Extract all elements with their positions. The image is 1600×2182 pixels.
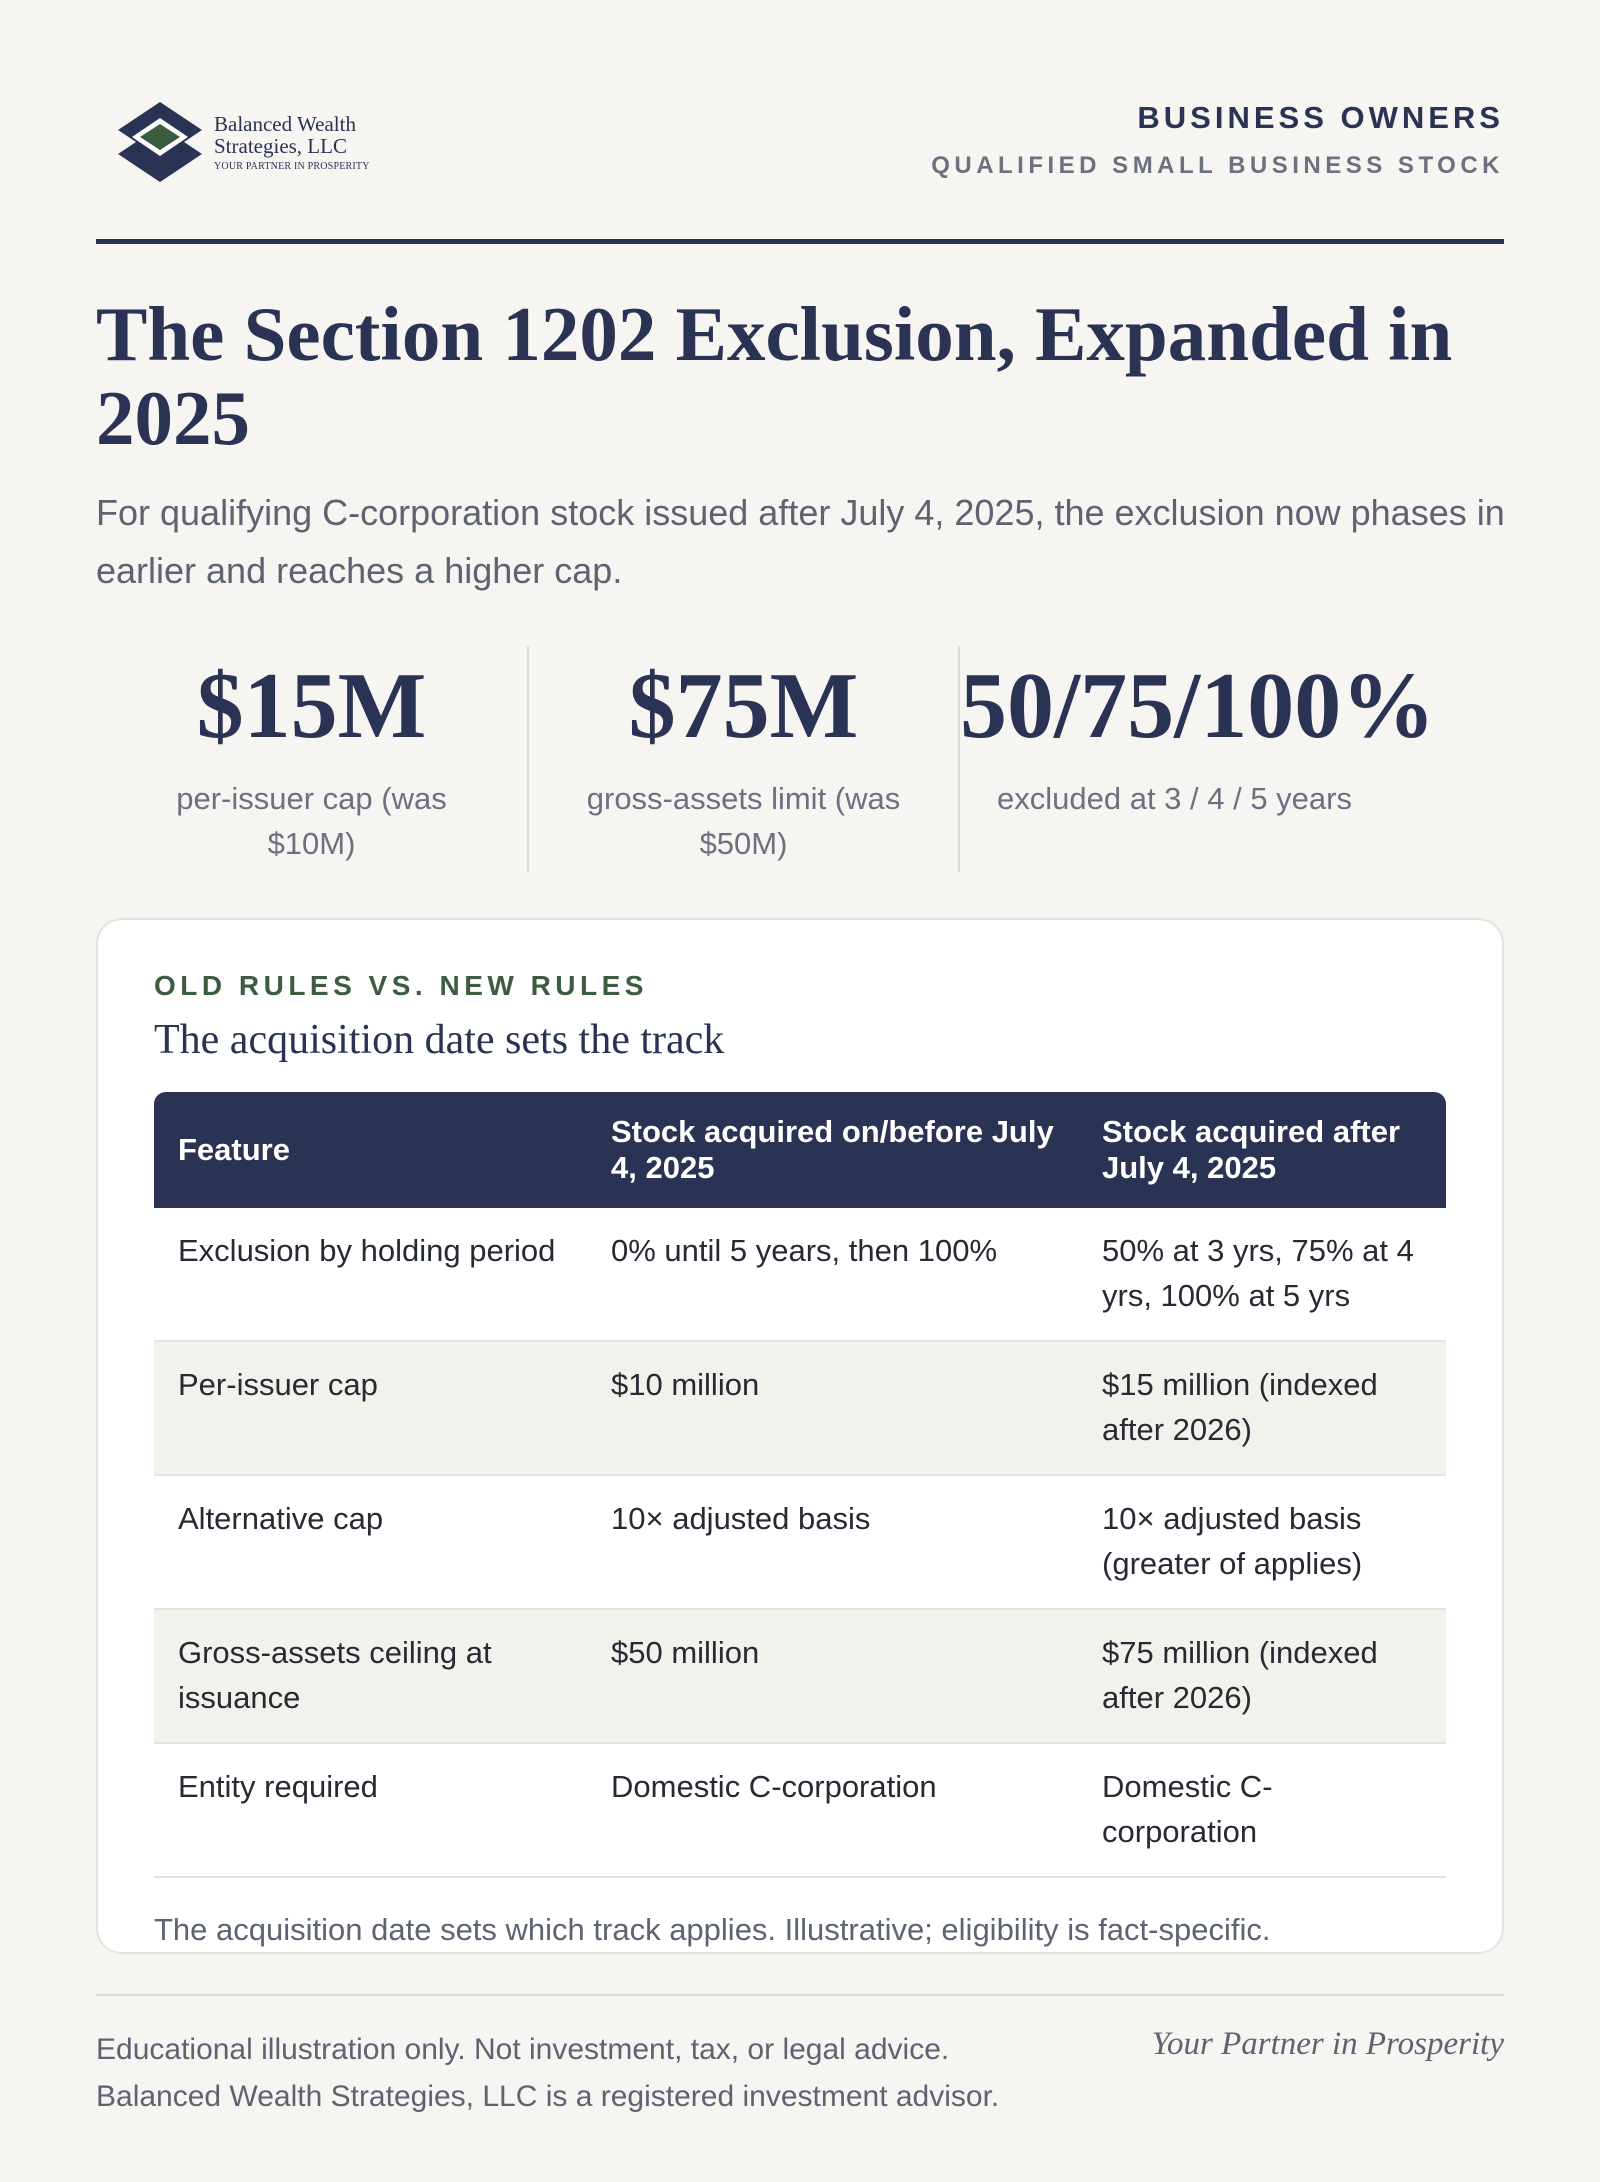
header-labels: BUSINESS OWNERS QUALIFIED SMALL BUSINESS…	[931, 100, 1504, 180]
stat-gross-assets-limit: $75M gross-assets limit (was $50M)	[527, 646, 958, 872]
table-cell: 0% until 5 years, then 100%	[587, 1208, 1078, 1342]
table-cell: 10× adjusted basis	[587, 1475, 1078, 1610]
stat-value: 50/75/100%	[960, 654, 1436, 758]
disclaimer-line2: Balanced Wealth Strategies, LLC is a reg…	[96, 2080, 1000, 2113]
stat-value: $15M	[196, 654, 427, 758]
table-row: Alternative cap 10× adjusted basis 10× a…	[154, 1475, 1446, 1610]
comparison-table: Feature Stock acquired on/before July 4,…	[154, 1092, 1446, 1878]
table-cell: $50 million	[587, 1609, 1078, 1744]
card-title: The acquisition date sets the track	[154, 1017, 725, 1063]
comparison-card: OLD RULES VS. NEW RULES The acquisition …	[96, 918, 1504, 1954]
logo-name-line1: Balanced Wealth	[214, 111, 356, 136]
lede: For qualifying C-corporation stock issue…	[96, 492, 1505, 591]
footer-tagline: Your Partner in Prosperity	[1151, 2026, 1504, 2062]
table-row: Exclusion by holding period 0% until 5 y…	[154, 1208, 1446, 1342]
stat-label: excluded at 3 / 4 / 5 years	[997, 781, 1352, 816]
table-header-row: Feature Stock acquired on/before July 4,…	[154, 1092, 1446, 1208]
table-header-new-rules: Stock acquired after July 4, 2025	[1102, 1114, 1401, 1185]
table-cell: Per-issuer cap	[154, 1341, 587, 1476]
table-cell: Alternative cap	[154, 1475, 587, 1610]
logo-text: Balanced Wealth Strategies, LLC YOUR PAR…	[214, 113, 370, 172]
table-row: Per-issuer cap $10 million $15 million (…	[154, 1341, 1446, 1476]
table-cell: 10× adjusted basis (greater of applies)	[1078, 1475, 1446, 1610]
footer: Educational illustration only. Not inves…	[96, 1994, 1504, 2156]
stats-row: $15M per-issuer cap (was $10M) $75M gros…	[96, 646, 1504, 872]
stat-label: per-issuer cap (was $10M)	[176, 781, 447, 861]
table-cell: $15 million (indexed after 2026)	[1078, 1341, 1446, 1476]
table-row: Gross-assets ceiling at issuance $50 mil…	[154, 1609, 1446, 1744]
table-cell: Domestic C-corporation	[587, 1743, 1078, 1878]
stat-label: gross-assets limit (was $50M)	[586, 781, 901, 861]
table-header-feature: Feature	[178, 1132, 290, 1167]
stat-value: $75M	[628, 654, 859, 758]
logo-name-line2: Strategies, LLC	[214, 133, 347, 158]
header-subkicker: QUALIFIED SMALL BUSINESS STOCK	[931, 152, 1504, 179]
header: Balanced Wealth Strategies, LLC YOUR PAR…	[96, 0, 1504, 244]
table-cell: $10 million	[587, 1341, 1078, 1476]
card-note: The acquisition date sets which track ap…	[154, 1912, 1271, 1947]
logo: Balanced Wealth Strategies, LLC YOUR PAR…	[116, 100, 370, 184]
table-row: Entity required Domestic C-corporation D…	[154, 1743, 1446, 1878]
disclaimer: Educational illustration only. Not inves…	[96, 2026, 999, 2120]
table-header-old-rules: Stock acquired on/before July 4, 2025	[611, 1114, 1054, 1185]
page-title: The Section 1202 Exclusion, Expanded in …	[96, 291, 1453, 461]
disclaimer-line1: Educational illustration only. Not inves…	[96, 2033, 950, 2066]
table-cell: 50% at 3 yrs, 75% at 4 yrs, 100% at 5 yr…	[1078, 1208, 1446, 1342]
stat-per-issuer-cap: $15M per-issuer cap (was $10M)	[96, 646, 527, 872]
card-kicker: OLD RULES VS. NEW RULES	[154, 970, 648, 1001]
table-cell: Domestic C-corporation	[1078, 1743, 1446, 1878]
diamond-logo-icon	[118, 102, 202, 182]
table-cell: Entity required	[154, 1743, 587, 1878]
header-kicker: BUSINESS OWNERS	[1137, 100, 1504, 135]
table-cell: Gross-assets ceiling at issuance	[154, 1609, 587, 1744]
table-cell: Exclusion by holding period	[154, 1208, 587, 1342]
logo-tagline: YOUR PARTNER IN PROSPERITY	[214, 160, 370, 172]
stat-exclusion-percentages: 50/75/100% excluded at 3 / 4 / 5 years	[958, 646, 1436, 872]
table-cell: $75 million (indexed after 2026)	[1078, 1609, 1446, 1744]
